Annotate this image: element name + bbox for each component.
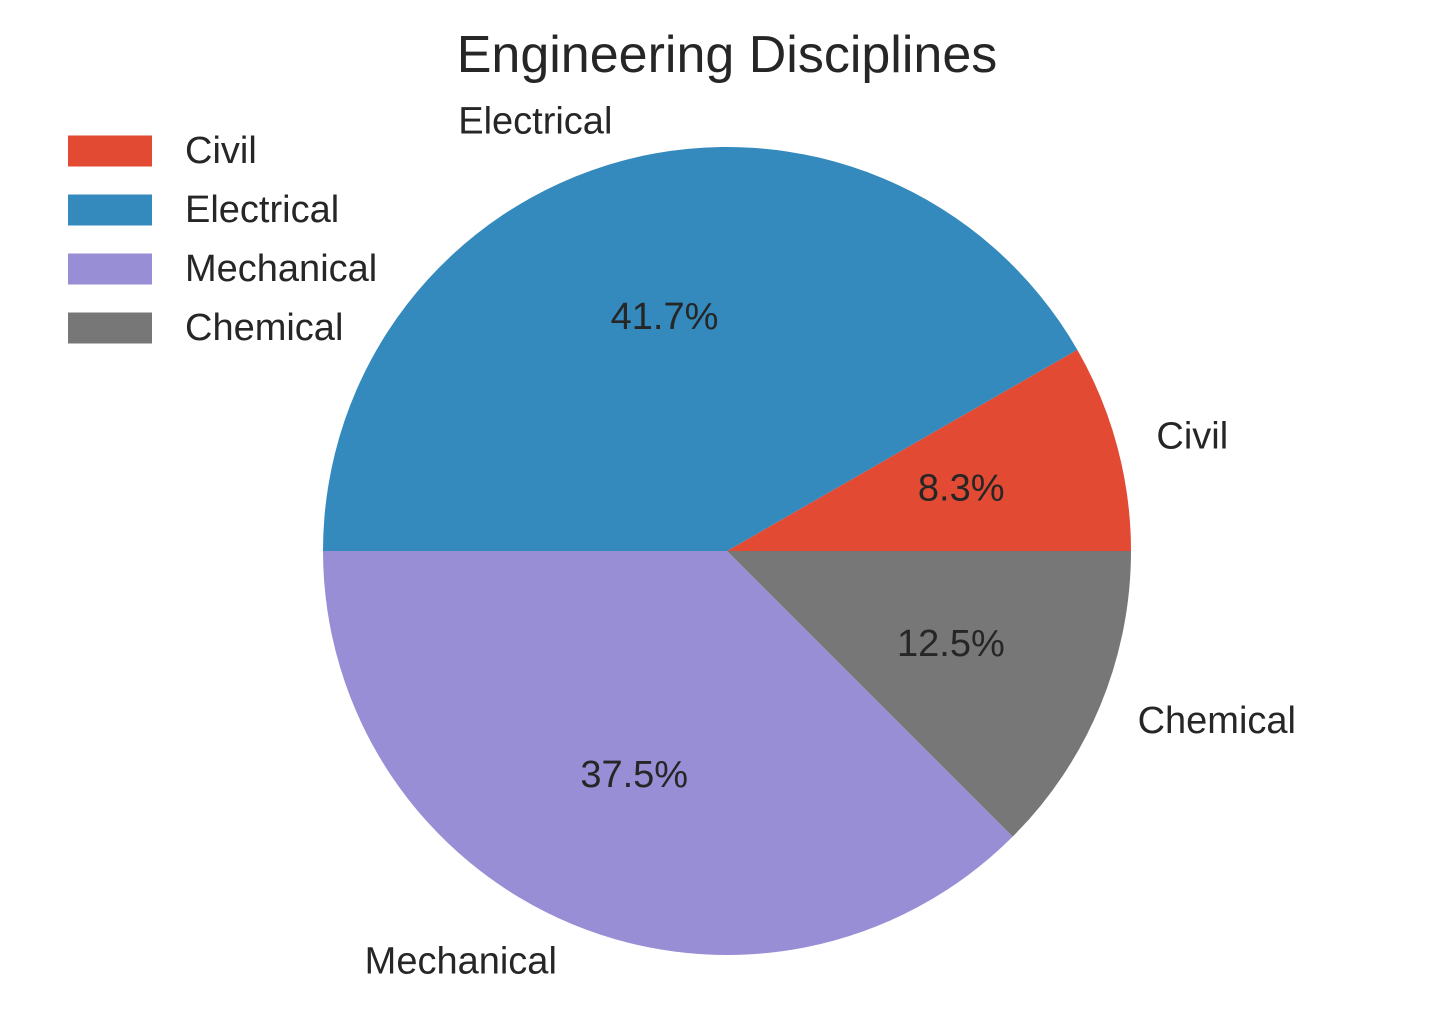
pie-slice-chemical <box>727 551 1131 837</box>
legend-label-electrical: Electrical <box>185 189 339 231</box>
legend: Civil Electrical Mechanical Chemical <box>68 130 377 349</box>
legend-swatch-electrical <box>68 194 152 226</box>
slice-label-chemical: Chemical <box>1138 700 1296 742</box>
percent-label-civil: 8.3% <box>918 468 1005 510</box>
slice-label-mechanical: Mechanical <box>365 941 557 983</box>
legend-label-mechanical: Mechanical <box>185 248 377 290</box>
pie-slice-civil <box>727 349 1131 551</box>
legend-swatch-chemical <box>68 312 152 344</box>
legend-label-civil: Civil <box>185 130 257 172</box>
pie-slice-labels: Civil Electrical Mechanical Chemical <box>365 101 1296 983</box>
pie-slice-electrical <box>322 146 1078 551</box>
slice-label-civil: Civil <box>1156 415 1228 457</box>
percent-label-mechanical: 37.5% <box>580 754 688 796</box>
pie-slice-mechanical <box>323 551 1013 955</box>
pie-slices <box>322 146 1131 955</box>
percent-label-chemical: 12.5% <box>897 623 1005 665</box>
slice-label-electrical: Electrical <box>458 101 612 143</box>
legend-swatch-civil <box>68 135 152 167</box>
percent-label-electrical: 41.7% <box>611 296 719 338</box>
legend-swatch-mechanical <box>68 253 152 285</box>
chart-title: Engineering Disciplines <box>457 26 998 84</box>
legend-label-chemical: Chemical <box>185 307 343 349</box>
pie-percent-labels: 8.3% 41.7% 37.5% 12.5% <box>580 296 1004 796</box>
